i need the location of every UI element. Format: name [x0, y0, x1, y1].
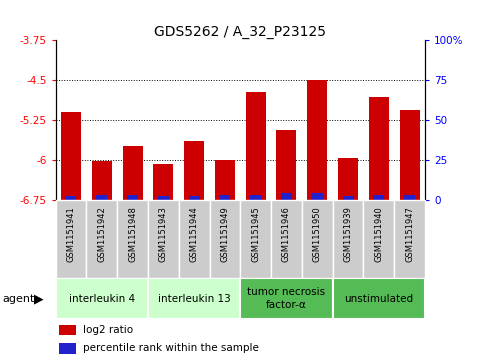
Text: log2 ratio: log2 ratio: [83, 325, 133, 335]
Bar: [123, 146, 142, 200]
Bar: [271, 200, 302, 278]
Text: GSM1151950: GSM1151950: [313, 206, 322, 262]
Text: ▶: ▶: [34, 292, 43, 305]
Bar: [373, 195, 384, 200]
Bar: [215, 160, 235, 200]
Bar: [307, 80, 327, 200]
Text: GSM1151943: GSM1151943: [159, 206, 168, 262]
Bar: [153, 164, 173, 200]
Bar: [59, 343, 76, 354]
Bar: [210, 200, 240, 278]
Bar: [127, 195, 138, 200]
Bar: [333, 278, 425, 319]
Bar: [219, 195, 230, 200]
Text: GSM1151941: GSM1151941: [67, 206, 75, 262]
Bar: [333, 200, 364, 278]
Text: agent: agent: [2, 294, 35, 303]
Text: GSM1151947: GSM1151947: [405, 206, 414, 262]
Bar: [184, 141, 204, 200]
Bar: [342, 196, 354, 200]
Bar: [86, 200, 117, 278]
Bar: [364, 200, 394, 278]
Title: GDS5262 / A_32_P23125: GDS5262 / A_32_P23125: [154, 25, 327, 39]
Text: GSM1151944: GSM1151944: [190, 206, 199, 262]
Bar: [92, 161, 112, 200]
Text: interleukin 4: interleukin 4: [69, 294, 135, 303]
Bar: [148, 278, 241, 319]
Bar: [56, 200, 86, 278]
Bar: [399, 110, 420, 200]
Bar: [56, 278, 148, 319]
Bar: [369, 97, 389, 200]
Bar: [312, 193, 323, 200]
Bar: [281, 193, 292, 200]
Bar: [250, 195, 261, 200]
Text: GSM1151942: GSM1151942: [97, 206, 106, 262]
Bar: [394, 200, 425, 278]
Text: GSM1151946: GSM1151946: [282, 206, 291, 262]
Text: GSM1151945: GSM1151945: [251, 206, 260, 262]
Bar: [188, 196, 199, 200]
Text: GSM1151949: GSM1151949: [220, 206, 229, 262]
Bar: [158, 196, 169, 200]
Bar: [240, 200, 271, 278]
Text: tumor necrosis
factor-α: tumor necrosis factor-α: [247, 287, 326, 310]
Bar: [338, 158, 358, 200]
Bar: [148, 200, 179, 278]
Bar: [404, 195, 415, 200]
Bar: [240, 278, 333, 319]
Bar: [96, 195, 107, 200]
Text: unstimulated: unstimulated: [344, 294, 413, 303]
Bar: [61, 112, 81, 200]
Bar: [246, 91, 266, 200]
Bar: [302, 200, 333, 278]
Text: GSM1151940: GSM1151940: [374, 206, 384, 262]
Text: interleukin 13: interleukin 13: [158, 294, 230, 303]
Bar: [179, 200, 210, 278]
Bar: [65, 196, 76, 200]
Text: percentile rank within the sample: percentile rank within the sample: [83, 343, 259, 354]
Text: GSM1151939: GSM1151939: [343, 206, 353, 262]
Bar: [276, 130, 297, 200]
Bar: [59, 325, 76, 335]
Text: GSM1151948: GSM1151948: [128, 206, 137, 262]
Bar: [117, 200, 148, 278]
